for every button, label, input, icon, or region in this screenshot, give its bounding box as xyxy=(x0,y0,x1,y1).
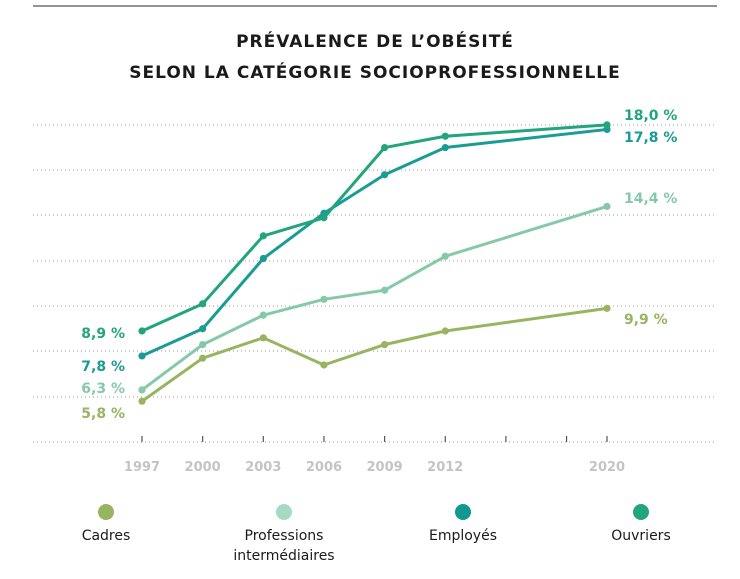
legend-item: Ouvriers xyxy=(611,504,671,544)
data-point xyxy=(381,286,389,294)
legend-item: Professions intermédiaires xyxy=(233,504,335,564)
series-line xyxy=(140,127,609,358)
series-lines xyxy=(138,121,611,405)
data-point xyxy=(259,311,267,319)
legend: Cadres Professions intermédiaires Employés O… xyxy=(82,504,671,564)
data-point xyxy=(199,300,207,308)
x-tick-label: 2003 xyxy=(245,460,281,475)
legend-item: Employés xyxy=(429,504,497,544)
x-tick-label: 2012 xyxy=(427,460,463,475)
data-labels: 5,8 % 9,9 % 6,3 % 14,4 % 7,8 % 17,8 % 8,9 % 18,… xyxy=(81,108,677,422)
grid xyxy=(33,124,717,398)
series-line xyxy=(140,306,609,403)
end-value-label: 17,8 % xyxy=(624,130,677,146)
x-tick-label: 2000 xyxy=(185,460,221,475)
data-point xyxy=(259,232,267,240)
data-point xyxy=(259,334,267,342)
data-point xyxy=(138,327,146,335)
end-value-label: 9,9 % xyxy=(624,312,668,328)
data-point xyxy=(138,386,146,394)
data-point xyxy=(259,254,267,263)
chart-title-line-1: PRÉVALENCE DE L’OBÉSITÉ xyxy=(236,30,514,52)
legend-item: Cadres xyxy=(82,504,131,544)
x-tick-label: 2020 xyxy=(589,460,625,475)
start-value-label: 6,3 % xyxy=(81,381,125,397)
data-point xyxy=(320,214,328,222)
data-point xyxy=(320,361,328,369)
x-tick-label: 2009 xyxy=(367,460,403,475)
data-point xyxy=(199,325,207,333)
start-value-label: 5,8 % xyxy=(81,406,125,422)
data-point xyxy=(441,327,449,335)
data-point xyxy=(603,202,611,211)
data-point xyxy=(381,171,389,179)
legend-swatch xyxy=(276,504,292,520)
legend-label: Employés xyxy=(429,528,497,544)
data-point xyxy=(441,132,449,140)
data-point xyxy=(381,143,389,152)
legend-label: intermédiaires xyxy=(233,548,334,564)
legend-swatch xyxy=(633,504,649,520)
legend-label: Cadres xyxy=(82,528,131,544)
x-tick-label: 1997 xyxy=(124,460,160,475)
start-value-label: 7,8 % xyxy=(81,359,125,375)
x-tick-label: 2006 xyxy=(306,460,342,475)
data-point xyxy=(138,397,146,405)
data-point xyxy=(441,252,449,260)
data-point xyxy=(603,304,611,312)
data-point xyxy=(603,121,611,129)
start-value-label: 8,9 % xyxy=(81,326,125,342)
chart-title-line-2: SELON LA CATÉGORIE SOCIOPROFESSIONNELLE xyxy=(129,61,620,83)
x-axis: 1997 2000 2003 2006 2009 2012 2020 xyxy=(33,436,717,475)
end-value-label: 14,4 % xyxy=(624,191,677,207)
legend-swatch xyxy=(98,504,114,520)
data-point xyxy=(199,354,207,362)
data-point xyxy=(138,352,146,360)
data-point xyxy=(381,341,389,349)
legend-label: Professions xyxy=(245,528,324,544)
legend-swatch xyxy=(455,504,471,520)
end-value-label: 18,0 % xyxy=(624,108,677,124)
data-point xyxy=(199,341,207,349)
series-line xyxy=(140,204,609,392)
data-point xyxy=(441,143,449,152)
legend-label: Ouvriers xyxy=(611,528,671,544)
data-point xyxy=(320,295,328,303)
